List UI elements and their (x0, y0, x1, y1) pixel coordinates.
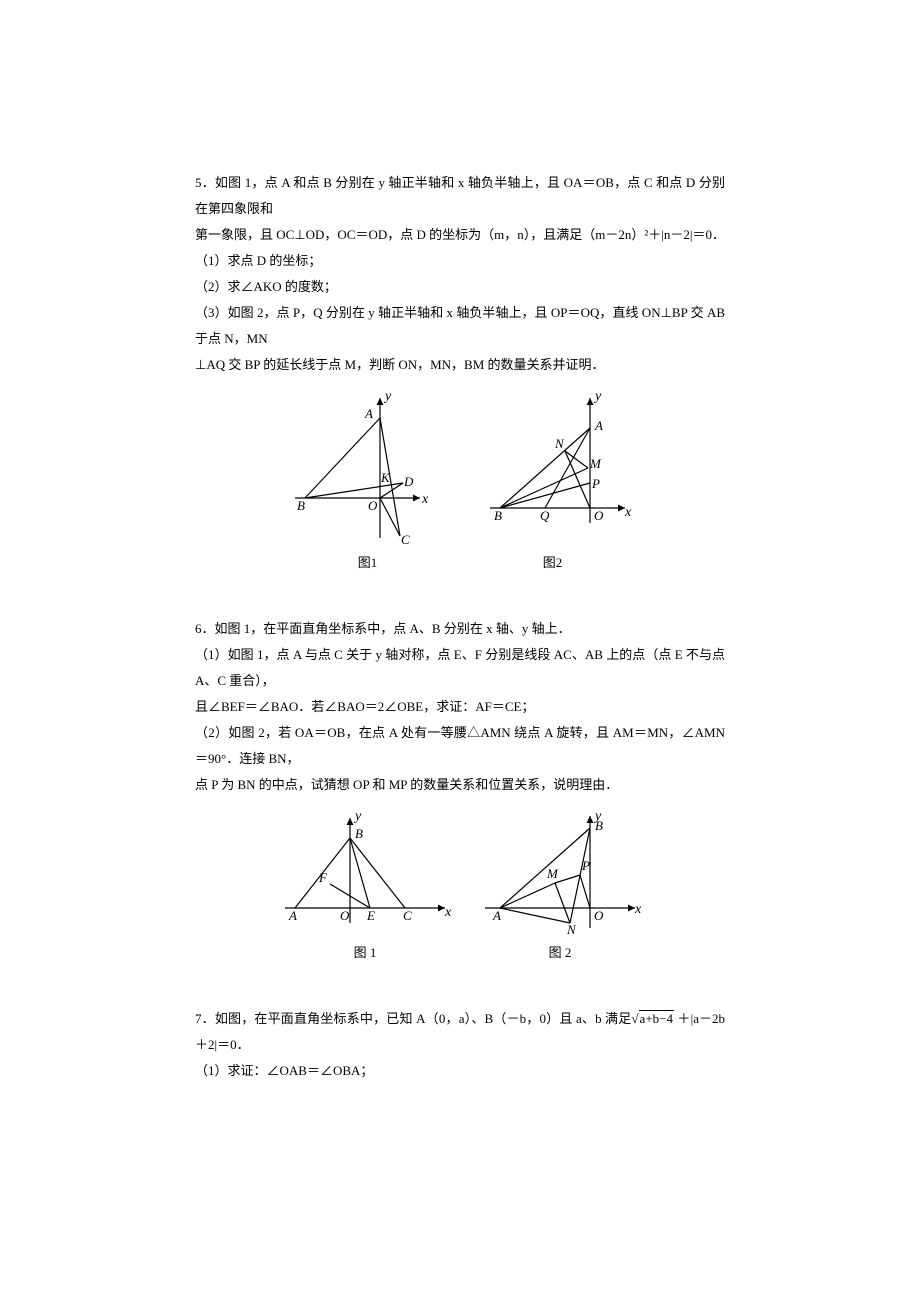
svg-text:M: M (589, 456, 602, 471)
p5-fig1-svg: y x A B O K D C (285, 388, 450, 548)
sqrt-icon: a+b−4 (631, 1006, 674, 1032)
svg-text:B: B (494, 508, 502, 523)
p5-q2: （2）求∠AKO 的度数； (195, 274, 725, 300)
p6-figure-2: y x A O B M N P 图 2 (475, 808, 645, 966)
svg-text:M: M (546, 866, 559, 881)
svg-text:F: F (318, 870, 328, 885)
p5-fig2-svg: y x A B Q O P N M (470, 388, 635, 548)
problem-7: 7．如图，在平面直角坐标系中，已知 A（0，a）、B（－b，0）且 a、b 满足… (195, 1006, 725, 1084)
svg-text:O: O (368, 498, 378, 513)
problem-6: 6．如图 1，在平面直角坐标系中，点 A、B 分别在 x 轴、y 轴上． （1）… (195, 616, 725, 966)
p6-figure-row: y x A O E C B F 图 1 (195, 808, 725, 966)
p6-fig2-svg: y x A O B M N P (475, 808, 645, 938)
svg-text:N: N (554, 436, 565, 451)
p7-sqrt-radicand: a+b−4 (639, 1010, 674, 1026)
p6-fig2-label: 图 2 (475, 940, 645, 966)
p5-figure-2: y x A B Q O P N M 图2 (470, 388, 635, 576)
svg-text:A: A (288, 908, 297, 923)
svg-text:B: B (355, 826, 363, 841)
p5-stem-line1: 5．如图 1，点 A 和点 B 分别在 y 轴正半轴和 x 轴负半轴上，且 OA… (195, 170, 725, 222)
svg-text:K: K (380, 470, 391, 485)
p7-stem-prefix: 如图，在平面直角坐标系中，已知 A（0，a）、B（－b，0）且 a、b 满足 (215, 1011, 632, 1026)
svg-text:O: O (340, 908, 350, 923)
svg-text:x: x (624, 505, 632, 520)
p5-q3-line1: （3）如图 2，点 P，Q 分别在 y 轴正半轴和 x 轴负半轴上，且 OP＝O… (195, 300, 725, 352)
svg-text:y: y (383, 389, 392, 404)
p5-fig1-label: 图1 (285, 550, 450, 576)
svg-text:C: C (403, 908, 412, 923)
p5-fig2-label: 图2 (470, 550, 635, 576)
p6-stem1-text: 如图 1，在平面直角坐标系中，点 A、B 分别在 x 轴、y 轴上． (215, 621, 571, 636)
p6-number: 6． (195, 621, 215, 636)
svg-text:P: P (591, 476, 600, 491)
svg-text:O: O (594, 508, 604, 523)
svg-text:B: B (297, 498, 305, 513)
p6-q2-line2: 点 P 为 BN 的中点，试猜想 OP 和 MP 的数量关系和位置关系，说明理由… (195, 772, 725, 798)
p6-figure-1: y x A O E C B F 图 1 (275, 808, 455, 966)
svg-text:B: B (595, 818, 603, 833)
svg-text:D: D (403, 474, 414, 489)
p6-q2-line1: （2）如图 2，若 OA＝OB，在点 A 处有一等腰△AMN 绕点 A 旋转，且… (195, 720, 725, 772)
p6-q1-line2: 且∠BEF＝∠BAO．若∠BAO＝2∠OBE，求证：AF＝CE； (195, 694, 725, 720)
p7-number: 7． (195, 1011, 215, 1026)
p5-stem1-text: 如图 1，点 A 和点 B 分别在 y 轴正半轴和 x 轴负半轴上，且 OA＝O… (195, 175, 725, 216)
svg-text:x: x (444, 905, 452, 920)
svg-text:A: A (492, 908, 501, 923)
svg-text:P: P (581, 858, 590, 873)
svg-text:A: A (594, 418, 603, 433)
p6-q1-line1: （1）如图 1，点 A 与点 C 关于 y 轴对称，点 E、F 分别是线段 AC… (195, 642, 725, 694)
p5-stem-line2: 第一象限，且 OC⊥OD，OC＝OD，点 D 的坐标为（m，n），且满足（m－2… (195, 222, 725, 248)
svg-text:x: x (634, 902, 642, 917)
svg-text:O: O (594, 908, 604, 923)
p6-stem-line1: 6．如图 1，在平面直角坐标系中，点 A、B 分别在 x 轴、y 轴上． (195, 616, 725, 642)
problem-5: 5．如图 1，点 A 和点 B 分别在 y 轴正半轴和 x 轴负半轴上，且 OA… (195, 170, 725, 576)
svg-text:x: x (421, 492, 429, 507)
p5-figure-1: y x A B O K D C 图1 (285, 388, 450, 576)
svg-text:Q: Q (540, 508, 550, 523)
svg-text:A: A (364, 406, 373, 421)
svg-text:y: y (353, 809, 362, 824)
svg-text:y: y (593, 389, 602, 404)
p5-q1: （1）求点 D 的坐标； (195, 248, 725, 274)
p5-number: 5． (195, 175, 215, 190)
p7-q1: （1）求证：∠OAB＝∠OBA； (195, 1058, 725, 1084)
p7-stem-line1: 7．如图，在平面直角坐标系中，已知 A（0，a）、B（－b，0）且 a、b 满足… (195, 1006, 725, 1058)
p5-q3-line2: ⊥AQ 交 BP 的延长线于点 M，判断 ON，MN，BM 的数量关系并证明． (195, 352, 725, 378)
svg-text:E: E (366, 908, 375, 923)
p5-figure-row: y x A B O K D C 图1 (195, 388, 725, 576)
p6-fig1-svg: y x A O E C B F (275, 808, 455, 938)
svg-text:C: C (401, 532, 410, 547)
svg-text:N: N (566, 922, 577, 937)
p6-fig1-label: 图 1 (275, 940, 455, 966)
page: 5．如图 1，点 A 和点 B 分别在 y 轴正半轴和 x 轴负半轴上，且 OA… (0, 0, 920, 1302)
